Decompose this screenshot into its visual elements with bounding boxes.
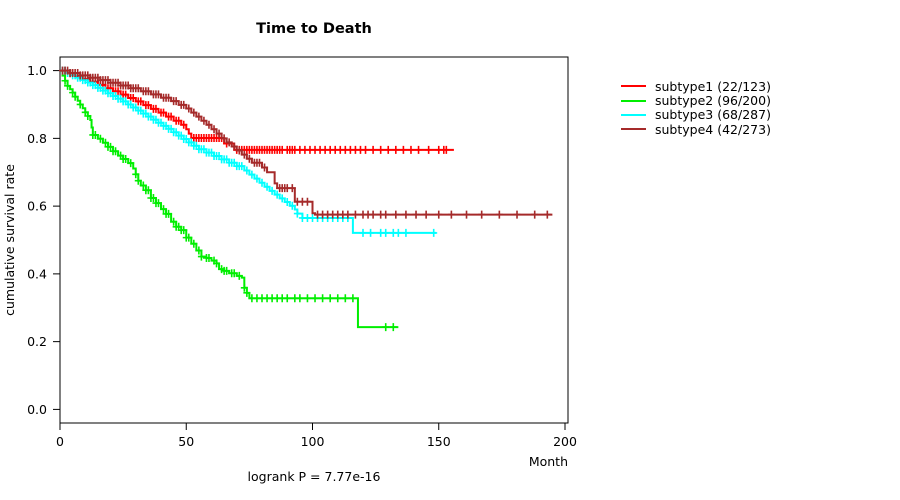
x-axis-title: Month [529,454,568,469]
legend-item-subtype2: subtype2 (96/200) [621,93,771,109]
legend-item-subtype1: subtype1 (22/123) [621,78,771,94]
legend-label-subtype1: subtype1 (22/123) [655,78,771,94]
legend-item-subtype3: subtype3 (68/287) [621,107,771,123]
y-tick-label: 1.0 [27,63,47,78]
legend-label-subtype4: subtype4 (42/273) [655,121,771,137]
x-tick-label: 50 [178,434,194,449]
censor-marks-subtype4 [59,66,551,219]
legend: subtype1 (22/123) subtype2 (96/200) subt… [621,79,771,137]
x-tick-label: 0 [56,434,64,449]
legend-item-subtype4: subtype4 (42/273) [621,121,771,137]
y-tick-label: 0.6 [27,199,47,214]
y-tick-label: 0.2 [27,334,47,349]
legend-label-subtype3: subtype3 (68/287) [655,107,771,123]
x-tick-label: 100 [301,434,325,449]
x-tick-label: 200 [553,434,577,449]
plot-box [59,56,569,424]
subtype1-line-swatch [621,85,646,88]
y-tick-label: 0.0 [27,402,47,417]
y-tick-label: 0.4 [27,266,47,281]
subtype3-line-swatch [621,113,646,116]
logrank-p-value: logrank P = 7.77e-16 [248,469,381,484]
censor-marks-subtype2 [61,76,397,332]
subtype2-line-swatch [621,99,646,102]
y-axis-title: cumulative survival rate [2,164,17,316]
legend-label-subtype2: subtype2 (96/200) [655,93,771,109]
subtype4-line-swatch [621,128,646,131]
x-tick-label: 150 [427,434,451,449]
chart-title: Time to Death [256,21,372,37]
km-curve-subtype2 [60,69,399,329]
plot-layer: 0 50 100 150 200 0.0 0.2 0.4 0.6 0.8 1.0 [27,56,577,449]
y-tick-label: 0.8 [27,131,47,146]
